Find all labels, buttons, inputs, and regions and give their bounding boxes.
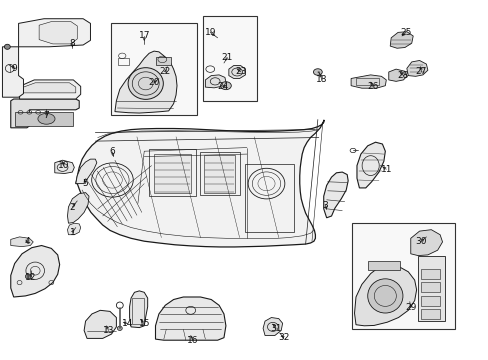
Ellipse shape [220,82,231,90]
Text: 11: 11 [380,165,391,174]
Ellipse shape [367,279,402,313]
Polygon shape [115,51,177,113]
Text: 26: 26 [366,82,378,91]
Text: 21: 21 [221,53,233,62]
Text: 28: 28 [397,71,408,80]
Polygon shape [84,310,116,338]
Polygon shape [354,265,416,326]
Bar [420,269,439,279]
Text: 12: 12 [24,273,36,282]
Polygon shape [11,237,33,247]
Bar [132,298,144,324]
Text: 25: 25 [399,28,411,37]
Text: 19: 19 [204,28,216,37]
Polygon shape [155,297,225,340]
Ellipse shape [117,326,122,330]
Polygon shape [129,291,147,328]
Bar [245,164,294,232]
Polygon shape [76,159,97,184]
Bar [351,223,454,329]
Text: 9: 9 [12,64,18,73]
Text: 17: 17 [138,31,150,40]
Ellipse shape [25,274,31,279]
Text: 27: 27 [415,68,427,77]
Text: 6: 6 [109,148,115,156]
Text: 3: 3 [322,201,327,210]
Bar [420,296,439,306]
Polygon shape [410,230,442,256]
Text: 20: 20 [148,78,160,87]
Polygon shape [356,142,385,188]
Bar [154,154,190,193]
Text: 22: 22 [159,68,171,77]
Polygon shape [2,47,23,97]
Polygon shape [389,32,412,48]
Polygon shape [205,75,225,88]
Polygon shape [350,75,386,88]
Bar [156,57,171,65]
Text: 18: 18 [315,75,327,84]
Text: 8: 8 [69,39,75,48]
Polygon shape [263,318,282,336]
Bar [367,261,399,270]
Ellipse shape [128,68,163,99]
Polygon shape [11,246,60,297]
Text: 31: 31 [270,324,282,333]
Ellipse shape [38,113,55,124]
Polygon shape [67,223,81,235]
Bar [204,155,234,193]
Text: 32: 32 [277,333,289,342]
Text: 4: 4 [24,237,30,246]
Bar [355,78,379,85]
Text: 30: 30 [415,237,427,246]
Polygon shape [323,172,347,218]
Polygon shape [23,83,76,93]
Bar [203,16,256,101]
Bar [200,152,239,195]
Text: 5: 5 [82,179,88,188]
Polygon shape [406,60,427,76]
Text: 10: 10 [58,161,69,170]
Text: 2: 2 [69,202,75,211]
Ellipse shape [4,44,10,49]
Bar [417,256,444,321]
Text: 1: 1 [69,228,75,237]
Text: 14: 14 [122,320,134,328]
Bar [118,58,129,65]
Text: 7: 7 [43,111,49,120]
Bar [111,23,197,115]
Polygon shape [20,80,81,99]
Polygon shape [55,160,74,174]
Ellipse shape [313,69,322,75]
Text: 13: 13 [102,326,114,335]
Polygon shape [228,66,245,78]
Bar [149,149,195,196]
Polygon shape [39,22,77,44]
Text: 15: 15 [138,320,150,328]
Polygon shape [67,193,89,223]
Text: 23: 23 [235,68,246,77]
Bar [420,309,439,319]
Polygon shape [11,99,79,128]
Bar [15,112,73,126]
Text: 29: 29 [404,303,416,312]
Text: 16: 16 [187,336,199,345]
Polygon shape [19,19,90,47]
Polygon shape [76,120,324,247]
Text: 24: 24 [216,82,228,91]
Bar [420,282,439,292]
Polygon shape [388,69,406,81]
